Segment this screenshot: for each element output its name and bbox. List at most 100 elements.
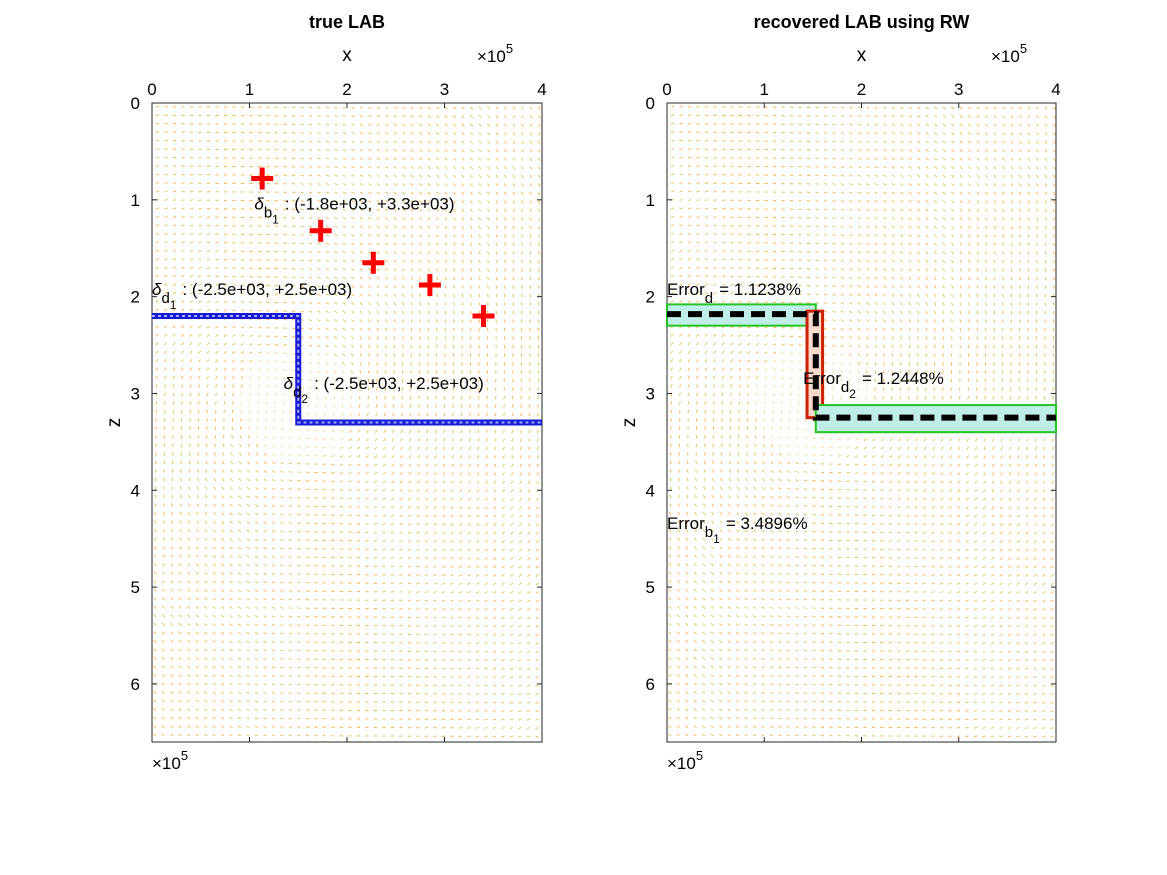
quiver-arrow — [188, 477, 191, 482]
quiver-arrow — [229, 520, 233, 524]
quiver-arrow — [297, 649, 301, 652]
quiver-arrow — [291, 106, 296, 109]
quiver-arrow — [317, 302, 321, 305]
quiver-arrow — [308, 344, 313, 347]
quiver-arrow — [271, 700, 276, 703]
quiver-arrow — [786, 487, 791, 490]
quiver-arrow — [736, 520, 740, 524]
quiver-arrow — [162, 511, 165, 516]
quiver-arrow — [155, 325, 159, 329]
quiver-arrow — [510, 557, 514, 560]
quiver-arrow — [795, 496, 799, 499]
quiver-arrow — [735, 674, 740, 677]
quiver-arrow — [382, 574, 386, 576]
quiver-arrow — [419, 268, 422, 272]
quiver-arrow — [752, 734, 757, 737]
quiver-arrow — [170, 546, 174, 550]
quiver-arrow — [305, 564, 310, 567]
quiver-arrow — [427, 310, 430, 315]
quiver-arrow — [815, 251, 819, 253]
quiver-arrow — [300, 225, 304, 228]
quiver-arrow — [376, 293, 380, 297]
quiver-arrow — [441, 710, 446, 712]
quiver-arrow — [297, 564, 301, 567]
quiver-arrow — [537, 387, 539, 391]
quiver-arrow — [280, 530, 284, 533]
quiver-arrow — [778, 598, 782, 601]
quiver-arrow — [368, 191, 372, 195]
quiver-arrow — [172, 342, 176, 346]
quiver-arrow — [419, 200, 423, 204]
quiver-arrow — [501, 676, 505, 679]
quiver-arrow — [187, 631, 191, 635]
quiver-arrow — [331, 446, 335, 449]
quiver-arrow — [738, 384, 741, 388]
quiver-arrow — [535, 659, 539, 662]
quiver-arrow — [492, 608, 497, 611]
quiver-arrow — [164, 106, 168, 108]
quiver-arrow — [719, 606, 723, 609]
quiver-arrow — [504, 242, 507, 247]
quiver-arrow — [815, 174, 819, 177]
quiver-arrow — [274, 352, 279, 354]
quiver-arrow — [670, 342, 674, 346]
quiver-arrow — [679, 215, 683, 218]
quiver-arrow — [475, 591, 480, 594]
quiver-arrow — [806, 106, 811, 109]
quiver-arrow — [696, 148, 700, 150]
quiver-arrow — [213, 495, 216, 499]
quiver-arrow — [204, 606, 208, 609]
quiver-arrow — [246, 734, 250, 737]
quiver-arrow — [399, 608, 403, 610]
quiver-arrow — [238, 521, 242, 524]
quiver-arrow — [436, 319, 438, 323]
quiver-arrow — [815, 115, 819, 117]
quiver-arrow — [679, 224, 683, 227]
quiver-arrow — [254, 564, 259, 567]
quiver-arrow — [155, 375, 158, 380]
quiver-arrow — [297, 658, 301, 660]
quiver-arrow — [181, 207, 185, 210]
quiver-arrow — [803, 564, 808, 567]
quiver-arrow — [238, 555, 242, 558]
quiver-arrow — [187, 606, 191, 609]
quiver-arrow — [745, 452, 748, 456]
quiver-arrow — [832, 344, 836, 348]
quiver-arrow — [820, 522, 825, 524]
quiver-arrow — [212, 708, 216, 711]
quiver-arrow — [803, 726, 808, 728]
quiver-arrow — [461, 115, 465, 119]
quiver-arrow — [410, 183, 414, 186]
quiver-arrow — [221, 631, 225, 635]
annotation-subscript: b — [264, 205, 272, 222]
quiver-arrow — [694, 486, 697, 490]
quiver-arrow — [170, 657, 174, 660]
quiver-arrow — [461, 225, 465, 229]
quiver-arrow — [789, 409, 791, 414]
quiver-arrow — [334, 149, 338, 152]
quiver-arrow — [501, 574, 505, 577]
quiver-arrow — [460, 404, 463, 408]
quiver-arrow — [713, 207, 717, 210]
quiver-arrow — [181, 401, 183, 405]
quiver-arrow — [744, 632, 748, 635]
quiver-arrow — [512, 208, 515, 213]
quiver-arrow — [687, 114, 692, 116]
quiver-arrow — [770, 478, 774, 482]
quiver-arrow — [359, 268, 363, 271]
quiver-arrow — [198, 392, 200, 397]
quiver-arrow — [501, 633, 505, 636]
quiver-arrow — [806, 276, 811, 279]
quiver-arrow — [416, 659, 420, 661]
quiver-arrow — [815, 208, 819, 211]
quiver-arrow — [180, 477, 182, 482]
quiver-arrow — [366, 438, 369, 442]
quiver-arrow — [495, 166, 499, 170]
quiver-arrow — [196, 529, 199, 533]
quiver-arrow — [761, 529, 765, 533]
quiver-arrow — [300, 285, 304, 287]
quiver-arrow — [359, 174, 364, 177]
quiver-arrow — [237, 657, 242, 660]
quiver-arrow — [196, 546, 199, 550]
quiver-arrow — [712, 443, 714, 448]
